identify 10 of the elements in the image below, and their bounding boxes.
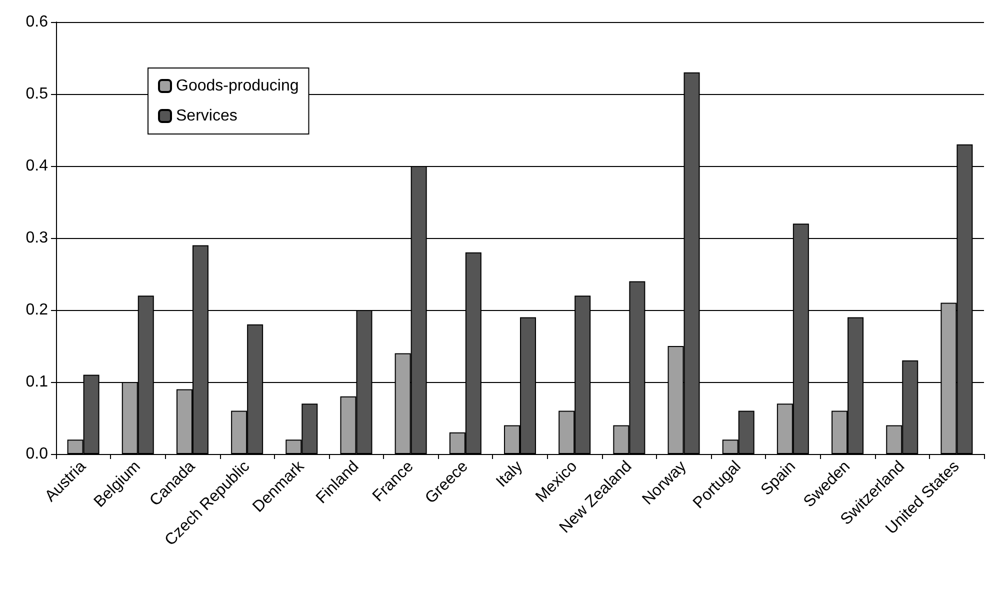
legend-label: Goods-producing [176, 78, 299, 94]
y-tick-label: 0.6 [26, 14, 48, 30]
y-tick-label: 0.5 [26, 86, 48, 102]
x-tick-label: Italy [493, 458, 526, 491]
y-tick-label: 0.0 [26, 446, 48, 462]
legend-label: Services [176, 108, 238, 124]
y-tick-label: 0.1 [26, 374, 48, 390]
y-tick-label: 0.4 [26, 158, 48, 174]
y-tick-label: 0.3 [26, 230, 48, 246]
y-tick-label: 0.2 [26, 302, 48, 318]
